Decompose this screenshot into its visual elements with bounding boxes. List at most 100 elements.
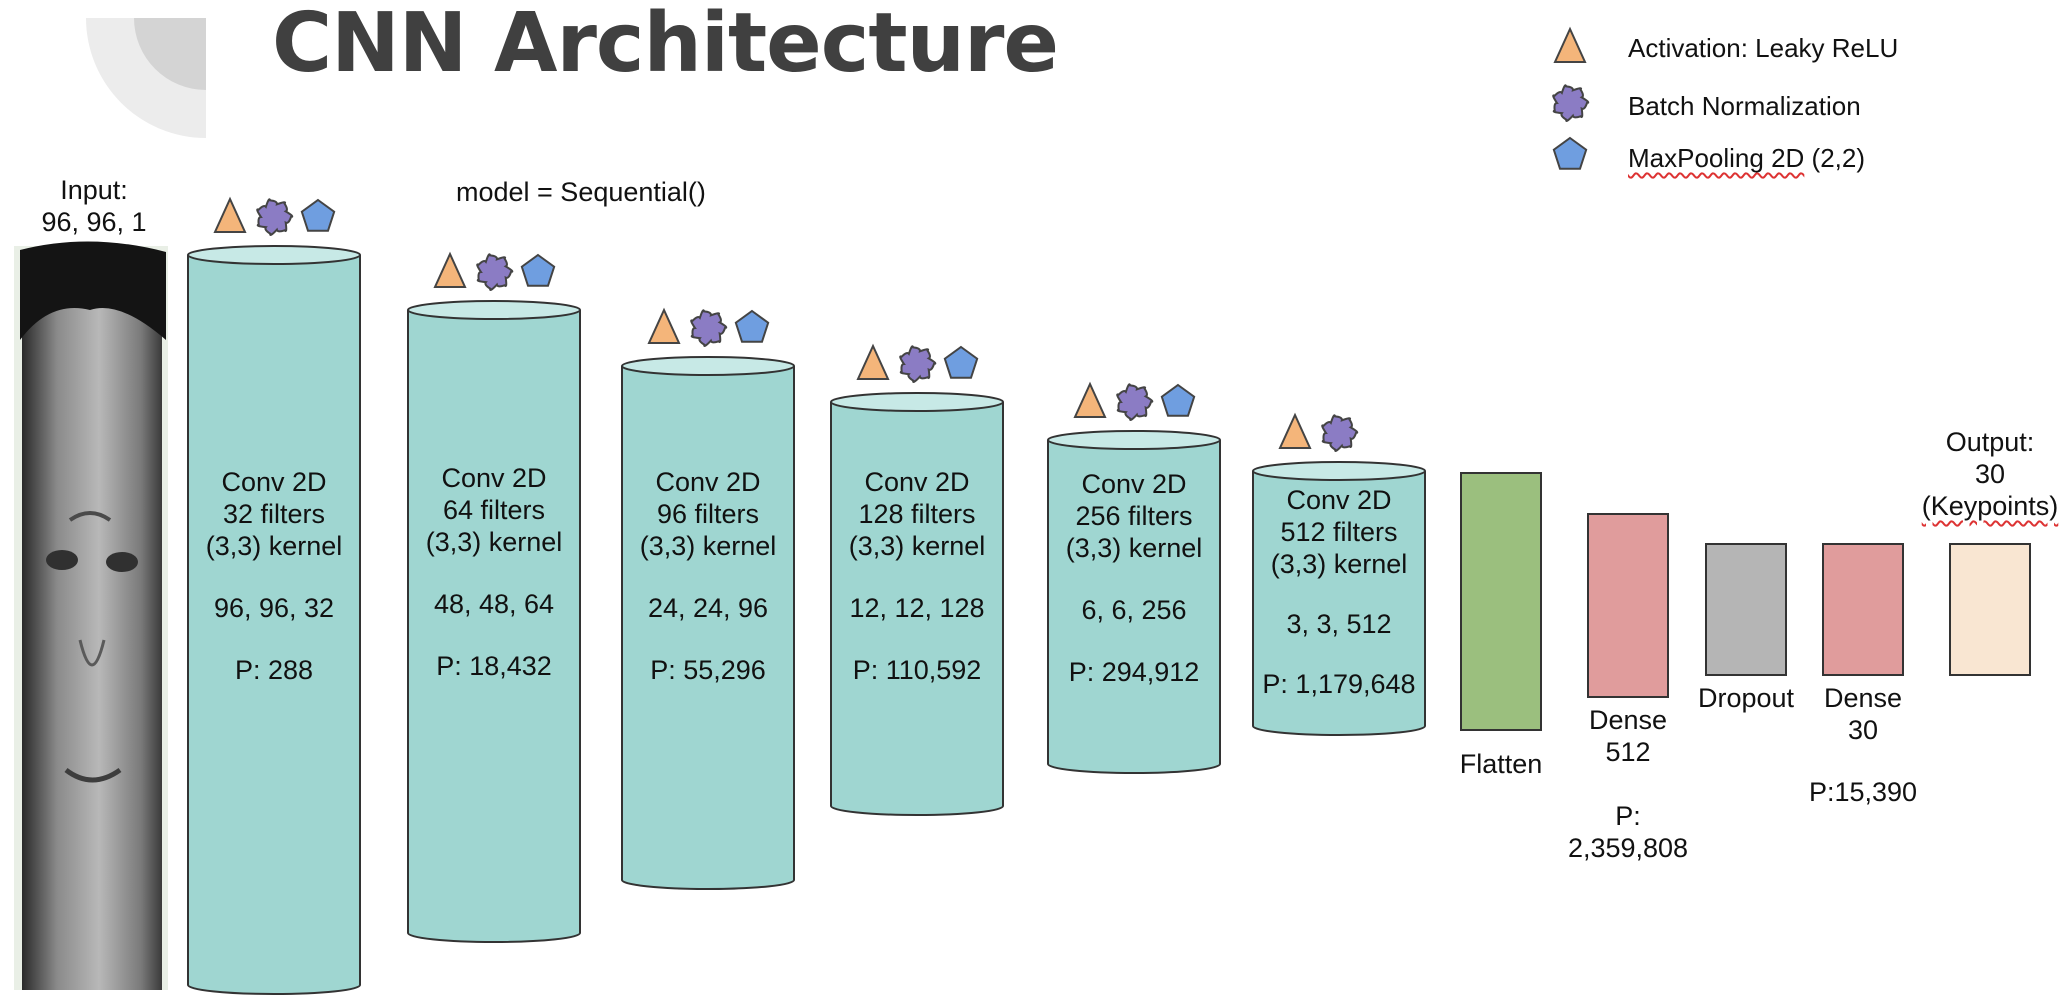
conv-layer-5-text: Conv 2D 256 filters (3,3) kernel 6, 6, 256 P… bbox=[1048, 468, 1220, 688]
conv-layer-filters: 256 filters bbox=[1075, 501, 1193, 531]
conv-layer-2-text: Conv 2D 64 filters (3,3) kernel 48, 48, 64 P… bbox=[408, 462, 580, 682]
conv-cylinder-2 bbox=[407, 300, 581, 943]
conv-layer-kernel: (3,3) kernel bbox=[639, 531, 777, 561]
conv-cylinder-3 bbox=[621, 356, 795, 890]
cloud-blob-icon bbox=[1116, 383, 1154, 421]
conv-layer-type: Conv 2D bbox=[221, 467, 327, 497]
cloud-blob-icon bbox=[256, 198, 294, 236]
pentagon-icon bbox=[520, 253, 556, 287]
conv-layer-output-shape: 3, 3, 512 bbox=[1286, 609, 1392, 639]
page-title: CNN Architecture bbox=[272, 0, 1059, 91]
output-block bbox=[1949, 543, 2031, 676]
output-label-line1: Output: bbox=[1945, 427, 2035, 457]
dense-512-params-line2: 2,359,808 bbox=[1567, 833, 1689, 863]
conv-layer-type: Conv 2D bbox=[1286, 485, 1392, 515]
input-label: Input: 96, 96, 1 bbox=[14, 174, 174, 238]
dense-30-block bbox=[1822, 543, 1904, 676]
legend-item-batchnorm: Batch Normalization bbox=[1628, 91, 1861, 121]
conv-layer-filters: 512 filters bbox=[1280, 517, 1398, 547]
cloud-blob-icon bbox=[1552, 84, 1590, 122]
conv-layer-output-shape: 24, 24, 96 bbox=[647, 593, 769, 623]
dense-30-label: Dense 30 bbox=[1803, 682, 1923, 746]
conv-layer-params: P: 110,592 bbox=[852, 655, 982, 685]
input-label-line1: Input: bbox=[60, 175, 128, 205]
conv-layer-filters: 32 filters bbox=[222, 499, 326, 529]
dense-30-label-line2: 30 bbox=[1847, 715, 1879, 745]
dense-30-params: P:15,390 bbox=[1808, 777, 1918, 807]
conv-layer-3-text: Conv 2D 96 filters (3,3) kernel 24, 24, 96 P… bbox=[622, 466, 794, 686]
legend-icons bbox=[1552, 26, 1590, 170]
dense-512-params-line1: P: bbox=[1615, 801, 1641, 831]
conv-layer-params: P: 288 bbox=[234, 655, 314, 685]
conv-layer-type: Conv 2D bbox=[655, 467, 761, 497]
conv-layer-type: Conv 2D bbox=[1081, 469, 1187, 499]
triangle-icon bbox=[1278, 412, 1312, 449]
triangle-icon bbox=[1073, 381, 1107, 418]
input-label-line2: 96, 96, 1 bbox=[41, 207, 147, 237]
conv-layer-params: P: 55,296 bbox=[650, 655, 766, 685]
conv-layer-params: P: 18,432 bbox=[436, 651, 552, 681]
dense-512-label-line2: 512 bbox=[1605, 737, 1651, 767]
conv-layer-filters: 96 filters bbox=[656, 499, 760, 529]
legend-item-maxpool: MaxPooling 2D (2,2) bbox=[1628, 143, 1865, 174]
triangle-icon bbox=[433, 251, 467, 288]
conv-layer-kernel: (3,3) kernel bbox=[1270, 549, 1408, 579]
flatten-label: Flatten bbox=[1459, 749, 1543, 779]
dense-512-params: P: 2,359,808 bbox=[1548, 800, 1708, 864]
cloud-blob-icon bbox=[899, 345, 937, 383]
legend-item-maxpool-name: MaxPooling 2D bbox=[1628, 143, 1805, 173]
conv-layer-type: Conv 2D bbox=[441, 463, 547, 493]
conv-layer-kernel: (3,3) kernel bbox=[1065, 533, 1203, 563]
pentagon-icon bbox=[300, 198, 336, 232]
dense-30-label-line1: Dense bbox=[1823, 683, 1903, 713]
dense-512-block bbox=[1587, 513, 1669, 698]
conv-layer-output-shape: 12, 12, 128 bbox=[849, 593, 985, 623]
pentagon-icon bbox=[734, 309, 770, 343]
layer-icons bbox=[213, 196, 1359, 452]
output-label: Output: 30 (Keypoints) bbox=[1910, 426, 2070, 522]
conv-cylinder-1 bbox=[187, 245, 361, 995]
pentagon-icon bbox=[943, 345, 979, 379]
triangle-icon bbox=[1553, 26, 1587, 63]
conv-layer-type: Conv 2D bbox=[864, 467, 970, 497]
legend-item-activation: Activation: Leaky ReLU bbox=[1628, 33, 1899, 63]
conv-cylinder-4 bbox=[830, 392, 1004, 816]
conv-layer-filters: 64 filters bbox=[442, 495, 546, 525]
conv-cylinder-5 bbox=[1047, 430, 1221, 774]
dropout-block bbox=[1705, 543, 1787, 676]
conv-layer-params: P: 1,179,648 bbox=[1262, 669, 1416, 699]
dropout-label: Dropout bbox=[1697, 683, 1795, 713]
conv-layer-kernel: (3,3) kernel bbox=[848, 531, 986, 561]
conv-layer-filters: 128 filters bbox=[858, 499, 976, 529]
corner-decoration bbox=[86, 18, 206, 138]
conv-layer-1-text: Conv 2D 32 filters (3,3) kernel 96, 96, 32 P… bbox=[188, 466, 360, 686]
conv-layer-params: P: 294,912 bbox=[1068, 657, 1200, 687]
conv-layer-output-shape: 6, 6, 256 bbox=[1081, 595, 1187, 625]
code-label: model = Sequential() bbox=[456, 177, 706, 207]
conv-layer-kernel: (3,3) kernel bbox=[425, 527, 563, 557]
conv-cylinder-6 bbox=[1252, 461, 1426, 736]
triangle-icon bbox=[213, 196, 247, 233]
conv-layer-6-text: Conv 2D 512 filters (3,3) kernel 3, 3, 512 P… bbox=[1253, 484, 1425, 700]
dense-512-label: Dense 512 bbox=[1568, 704, 1688, 768]
conv-layer-4-text: Conv 2D 128 filters (3,3) kernel 12, 12, 12… bbox=[831, 466, 1003, 686]
conv-cylinders bbox=[187, 245, 1426, 995]
cloud-blob-icon bbox=[1321, 414, 1359, 452]
flatten-block bbox=[1460, 472, 1542, 731]
output-label-line3: (Keypoints) bbox=[1921, 491, 2059, 521]
triangle-icon bbox=[856, 343, 890, 380]
cloud-blob-icon bbox=[476, 253, 514, 291]
pentagon-icon bbox=[1552, 136, 1588, 170]
cloud-blob-icon bbox=[690, 309, 728, 347]
pentagon-icon bbox=[1160, 383, 1196, 417]
conv-layer-kernel: (3,3) kernel bbox=[205, 531, 343, 561]
conv-layer-output-shape: 48, 48, 64 bbox=[433, 589, 555, 619]
dense-512-label-line1: Dense bbox=[1588, 705, 1668, 735]
output-label-line2: 30 bbox=[1974, 459, 2006, 489]
conv-layer-output-shape: 96, 96, 32 bbox=[213, 593, 335, 623]
triangle-icon bbox=[647, 307, 681, 344]
legend-item-maxpool-size: (2,2) bbox=[1804, 143, 1865, 173]
input-face-image bbox=[14, 241, 168, 990]
